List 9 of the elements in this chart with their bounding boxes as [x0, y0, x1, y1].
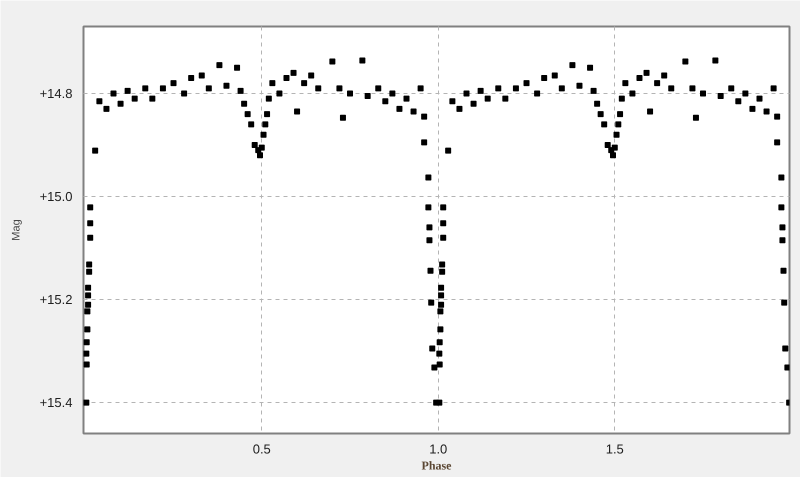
y-tick-label: +15.2: [40, 292, 73, 308]
x-tick-label: 0.5: [252, 442, 271, 456]
x-tick-label: 1.0: [429, 442, 448, 456]
y-tick-label: +15.0: [40, 189, 73, 204]
x-axis-title: Phase: [422, 458, 452, 472]
y-tick-label: +14.8: [40, 86, 73, 101]
y-tick-label: +15.4: [40, 395, 73, 410]
x-tick-label: 1.5: [606, 442, 624, 456]
y-axis-title: Mag: [10, 219, 23, 241]
